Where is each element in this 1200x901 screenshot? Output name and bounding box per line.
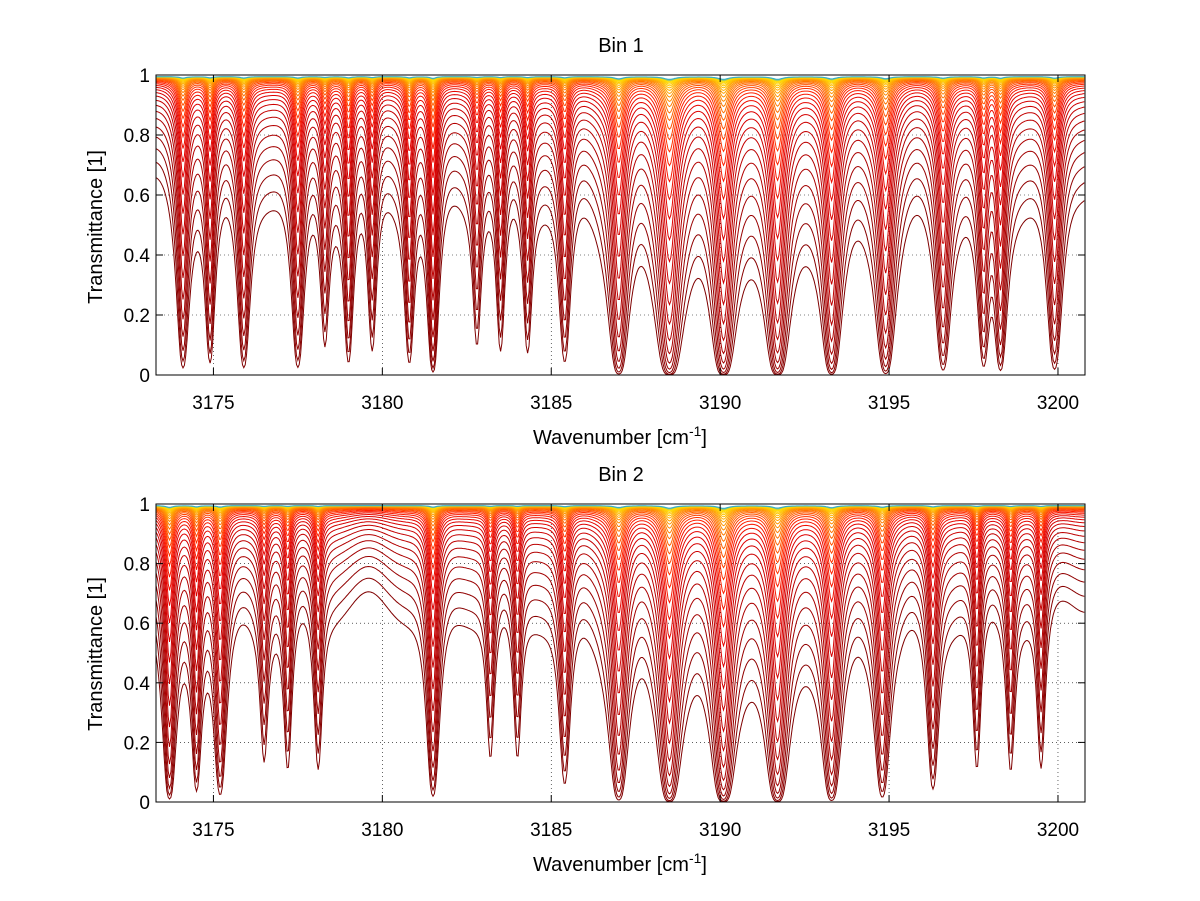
series-line-8 (155, 529, 1085, 752)
series-line-16 (155, 82, 1085, 167)
series-line-2 (155, 577, 1085, 802)
series-line-9 (155, 99, 1085, 307)
chart-panel-bin-1: Bin 1 3175 3180 3185 3190 3195 3200 0 0.2 0.4 0.6… (85, 35, 1086, 449)
x-tick-label: 3200 (1037, 820, 1079, 841)
x-tick-label: 3175 (192, 820, 234, 841)
y-tick-label: 0.8 (124, 126, 150, 147)
x-axis-label: Wavenumber [cm-1] (533, 423, 707, 449)
y-tick-label: 0 (139, 793, 150, 814)
x-tick-label: 3200 (1037, 393, 1079, 414)
series-line-3 (155, 148, 1085, 374)
series-line-21 (155, 506, 1085, 543)
series-line-9 (155, 524, 1085, 733)
series-line-20 (156, 78, 1085, 122)
y-tick-label: 0.4 (124, 674, 151, 695)
series-line-19 (155, 507, 1085, 559)
series-line-5 (155, 547, 1085, 791)
y-tick-label: 0.2 (124, 306, 150, 327)
series-line-13 (155, 514, 1085, 648)
series-line-16 (155, 510, 1085, 595)
series-line-12 (155, 516, 1085, 669)
y-tick-label: 0 (139, 366, 150, 387)
axis-ticks: 3175 3180 3185 3190 3195 3200 0 0.2 0.4 0.6 0.8 1 (124, 66, 1085, 414)
series-line-34 (156, 76, 1085, 80)
series-line-22 (156, 77, 1085, 108)
series-line-3 (155, 565, 1085, 801)
x-tick-label: 3175 (192, 393, 234, 414)
y-tick-label: 0.2 (124, 733, 150, 754)
y-tick-label: 0.6 (124, 614, 150, 635)
series-line-12 (155, 89, 1085, 242)
series-line-14 (155, 85, 1085, 201)
chart-panel-bin-2: Bin 2 3175 3180 3185 3190 3195 3200 0 0.2 0.4 0.6… (85, 464, 1086, 876)
series-line-21 (155, 78, 1085, 114)
series-line-18 (155, 508, 1085, 569)
y-axis-label: Transmittance [1] (85, 150, 107, 304)
series-line-7 (155, 534, 1085, 769)
series-line-11 (155, 518, 1085, 691)
series-line-19 (155, 79, 1085, 130)
series-line-11 (155, 92, 1085, 264)
x-tick-label: 3185 (530, 820, 572, 841)
y-axis-label: Transmittance [1] (85, 577, 107, 731)
x-tick-label: 3180 (361, 820, 403, 841)
series-line-17 (155, 80, 1085, 153)
series-line-4 (155, 556, 1085, 797)
x-tick-label: 3195 (868, 820, 910, 841)
series-line-20 (155, 507, 1085, 550)
series-line-4 (155, 136, 1085, 370)
series-line-34 (156, 505, 1085, 509)
series-line-17 (155, 509, 1085, 581)
series-line-15 (156, 83, 1085, 183)
series-line-6 (155, 118, 1085, 355)
y-tick-label: 0.8 (124, 555, 150, 576)
chart-title: Bin 2 (598, 464, 644, 486)
series-line-10 (155, 95, 1085, 285)
series-line-2 (155, 161, 1085, 375)
series-line-5 (155, 126, 1085, 364)
y-tick-label: 1 (139, 495, 150, 516)
series-line-1 (155, 177, 1085, 376)
x-tick-label: 3185 (530, 393, 572, 414)
x-tick-label: 3195 (868, 393, 910, 414)
series-line-10 (155, 521, 1085, 712)
series-line-15 (155, 511, 1085, 611)
y-tick-label: 1 (139, 66, 150, 87)
series-line-6 (155, 540, 1085, 782)
series-line-18 (156, 80, 1085, 141)
axis-ticks: 3175 3180 3185 3190 3195 3200 0 0.2 0.4 0.6 0.8 1 (124, 495, 1085, 841)
series-line-22 (155, 506, 1085, 536)
x-axis-label: Wavenumber [cm-1] (533, 850, 707, 876)
series-line-7 (155, 110, 1085, 342)
chart-title: Bin 1 (598, 35, 644, 57)
series-line-8 (155, 104, 1085, 326)
series-lines (155, 76, 1085, 376)
x-tick-label: 3190 (699, 820, 741, 841)
x-tick-label: 3190 (699, 393, 741, 414)
x-tick-label: 3180 (361, 393, 403, 414)
series-lines (155, 505, 1085, 803)
plot-frame (155, 74, 1086, 376)
series-line-1 (155, 591, 1085, 803)
plot-frame (155, 503, 1086, 803)
series-line-14 (155, 512, 1085, 629)
y-tick-label: 0.6 (124, 186, 150, 207)
series-line-13 (155, 86, 1085, 221)
y-tick-label: 0.4 (124, 246, 151, 267)
